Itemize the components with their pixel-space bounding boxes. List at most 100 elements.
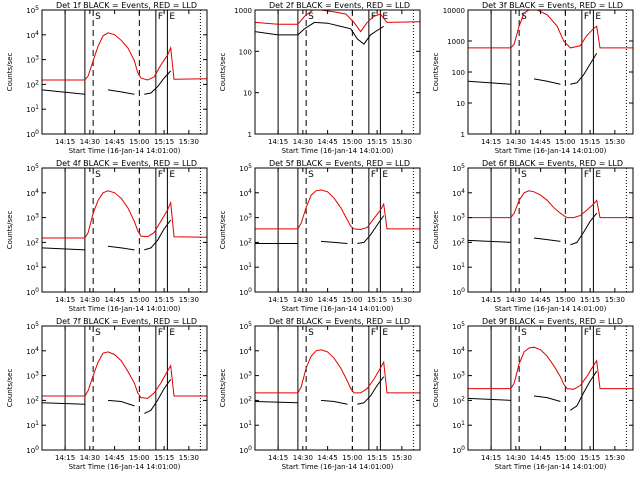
y-tick-label: 104 (452, 346, 465, 356)
event-marker-label: E (382, 12, 388, 22)
plot-frame (467, 9, 634, 135)
chart-panel-9: Det 9f BLACK = Events, RED = LLD Counts/s… (432, 317, 634, 471)
x-tick-label: 14:15 (55, 138, 75, 146)
y-tick-label: 103 (452, 371, 465, 381)
chart-title: Det 1f BLACK = Events, RED = LLD (56, 1, 197, 10)
y-tick-label: 100 (26, 287, 39, 297)
y-tick-label: 103 (239, 371, 252, 381)
y-tick-label: 100 (452, 69, 465, 77)
plot-frame (41, 167, 208, 293)
x-tick-label: 15:30 (179, 296, 199, 304)
x-tick-label: 15:30 (605, 454, 625, 462)
chart-panel-6: Det 6f BLACK = Events, RED = LLD Counts/s… (432, 159, 634, 313)
y-tick-label: 101 (26, 420, 39, 430)
x-tick-label: 14:30 (506, 138, 526, 146)
y-tick-label: 104 (239, 346, 252, 356)
series-line-events (254, 21, 384, 45)
y-tick-label: 101 (26, 104, 39, 114)
plot-frame (254, 167, 421, 293)
y-tick-label: 101 (452, 420, 465, 430)
x-tick-label: 15:00 (342, 296, 362, 304)
y-tick-label: 103 (26, 213, 39, 223)
x-axis-label: Start Time (16-Jan-14 14:01:00) (495, 463, 607, 471)
x-axis-label: Start Time (16-Jan-14 14:01:00) (282, 147, 394, 155)
y-tick-label: 103 (452, 213, 465, 223)
event-marker-label: S (308, 170, 314, 180)
x-tick-label: 15:15 (580, 138, 600, 146)
x-tick-label: 15:30 (392, 454, 412, 462)
y-tick-label: 100 (452, 445, 465, 455)
x-tick-label: 14:30 (80, 296, 100, 304)
y-tick-label: 105 (239, 163, 252, 173)
event-marker-label: E (595, 12, 601, 22)
x-tick-label: 14:30 (80, 454, 100, 462)
plot-frame (41, 9, 208, 135)
y-tick-label: 100 (239, 287, 252, 297)
series-line-lld (255, 189, 420, 231)
event-marker-label: E (169, 12, 175, 22)
x-tick-label: 15:15 (580, 296, 600, 304)
event-marker-label: E (382, 170, 388, 180)
x-tick-label: 15:15 (367, 454, 387, 462)
event-marker-label: F (371, 328, 376, 338)
x-tick-label: 14:45 (318, 296, 338, 304)
event-marker-label: F (584, 328, 589, 338)
event-marker-label: S (308, 328, 314, 338)
x-tick-label: 15:00 (555, 138, 575, 146)
y-tick-label: 105 (239, 321, 252, 331)
x-tick-label: 14:45 (531, 296, 551, 304)
y-axis-label: Counts/sec (219, 53, 227, 92)
x-tick-label: 14:30 (506, 296, 526, 304)
x-tick-label: 14:15 (55, 296, 75, 304)
x-axis-label: Start Time (16-Jan-14 14:01:00) (69, 305, 181, 313)
series-line-events (255, 215, 385, 244)
event-marker-label: S (95, 328, 101, 338)
x-tick-label: 15:00 (342, 138, 362, 146)
y-tick-label: 102 (452, 237, 465, 247)
series-line-lld (42, 351, 207, 399)
x-tick-label: 15:15 (367, 296, 387, 304)
y-tick-label: 103 (26, 55, 39, 65)
series-line-events (41, 70, 172, 95)
x-tick-label: 14:15 (55, 454, 75, 462)
series-line-events (254, 376, 385, 405)
y-tick-label: 103 (239, 213, 252, 223)
series-line-lld (254, 9, 421, 33)
series-line-events (467, 212, 598, 246)
chart-title: Det 3f BLACK = Events, RED = LLD (482, 1, 623, 10)
plot-frame (254, 9, 421, 135)
x-tick-label: 15:15 (367, 138, 387, 146)
x-tick-label: 15:15 (154, 138, 174, 146)
y-tick-label: 102 (239, 395, 252, 405)
x-tick-label: 14:45 (105, 454, 125, 462)
x-tick-label: 14:30 (80, 138, 100, 146)
y-tick-label: 101 (452, 262, 465, 272)
series-line-events (41, 219, 172, 251)
y-tick-label: 102 (26, 395, 39, 405)
x-tick-label: 14:45 (105, 296, 125, 304)
series-line-lld (42, 190, 208, 239)
event-marker-label: F (371, 170, 376, 180)
x-tick-label: 14:45 (318, 454, 338, 462)
x-tick-label: 15:30 (392, 138, 412, 146)
event-marker-label: F (158, 12, 163, 22)
plot-frame (41, 325, 208, 451)
y-tick-label: 105 (26, 5, 39, 15)
event-marker-label: E (169, 328, 175, 338)
chart-panel-4: Det 4f BLACK = Events, RED = LLD Counts/s… (6, 159, 208, 313)
y-tick-label: 105 (26, 321, 39, 331)
series-line-events (467, 53, 598, 85)
x-tick-label: 14:45 (105, 138, 125, 146)
y-tick-label: 1 (461, 131, 465, 139)
x-tick-label: 15:30 (605, 296, 625, 304)
x-tick-label: 15:15 (580, 454, 600, 462)
x-tick-label: 14:45 (531, 138, 551, 146)
chart-title: Det 6f BLACK = Events, RED = LLD (482, 159, 623, 168)
series-line-lld (468, 190, 633, 219)
x-tick-label: 14:15 (481, 454, 501, 462)
y-tick-label: 100 (452, 287, 465, 297)
event-marker-label: F (584, 12, 589, 22)
y-tick-label: 101 (239, 262, 252, 272)
x-tick-label: 14:15 (481, 138, 501, 146)
